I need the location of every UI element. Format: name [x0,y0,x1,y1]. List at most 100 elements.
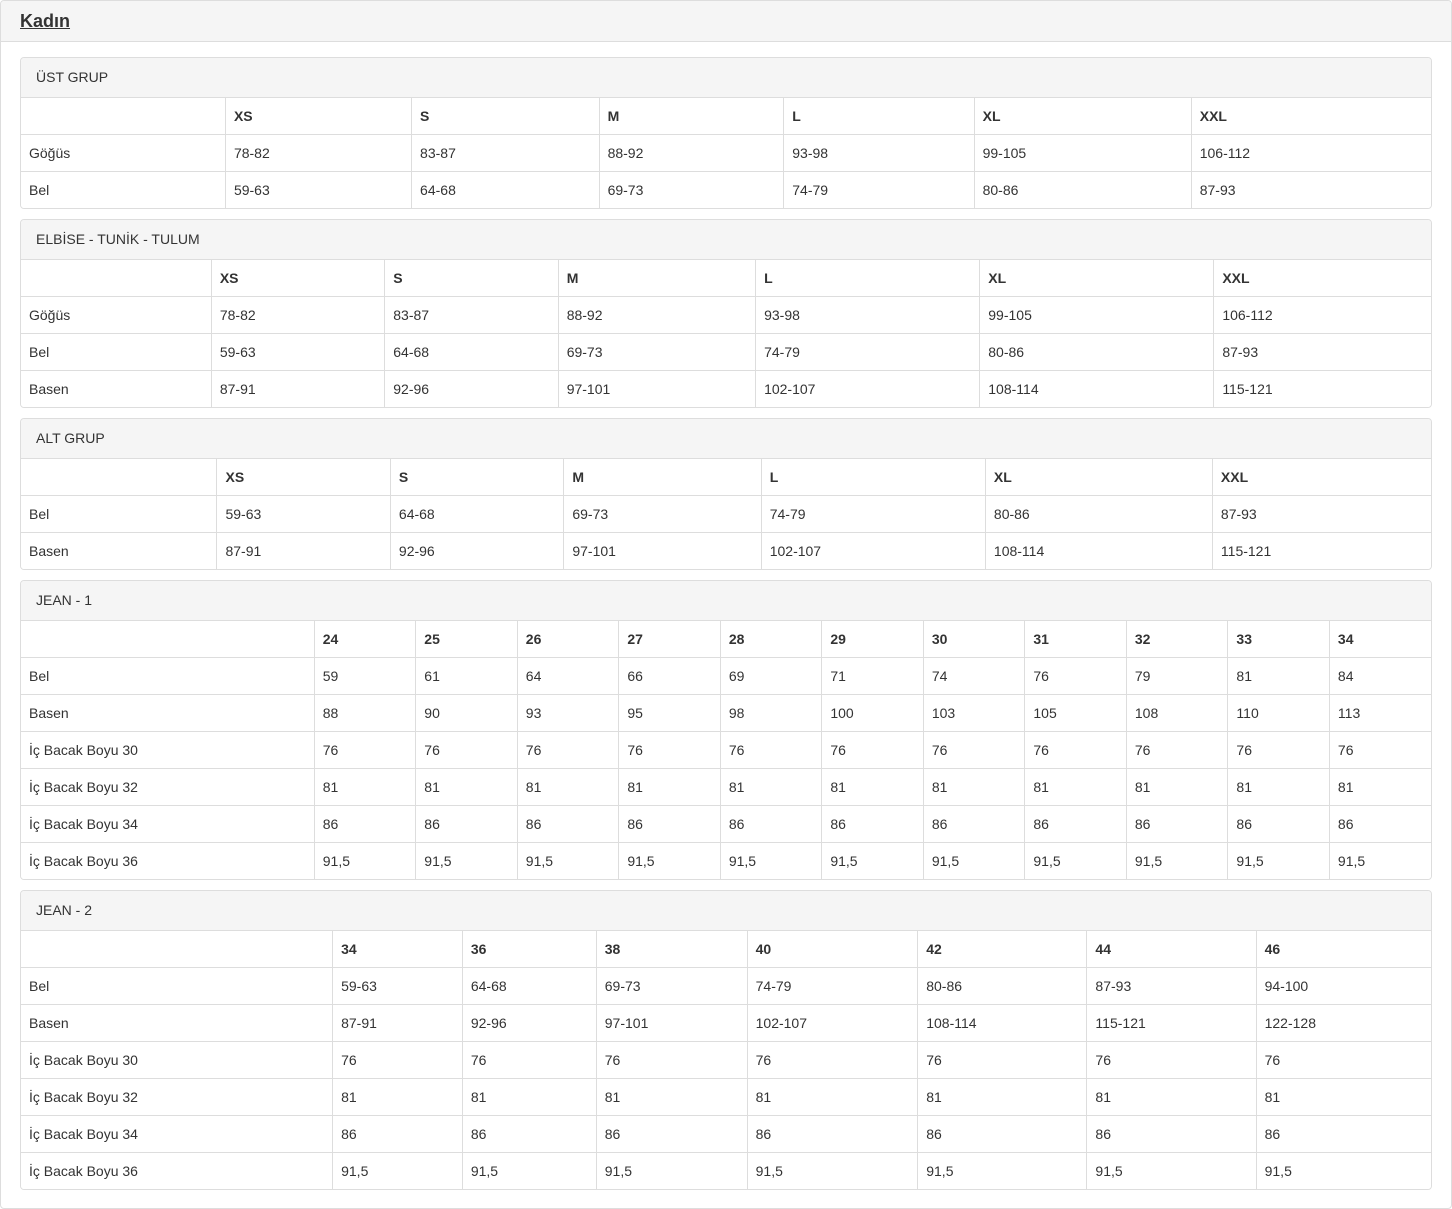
measurement-value: 81 [1024,768,1127,806]
measurement-value: 64 [516,657,620,695]
measurement-value: 78-82 [224,134,413,172]
measurement-value: 81 [1125,768,1229,806]
gender-tab-bar: Kadın [1,1,1451,42]
measurement-value: 76 [1227,731,1330,769]
size-column-header: 30 [922,620,1026,658]
measurement-value: 115-121 [1086,1004,1257,1042]
size-column-header: 26 [516,620,620,658]
measurement-value: 103 [922,694,1026,732]
measurement-label: Basen [21,370,212,407]
measurement-value: 81 [313,768,417,806]
measurement-value: 95 [618,694,721,732]
size-column-header: 31 [1024,620,1127,658]
corner-cell [21,97,226,135]
measurement-value: 86 [917,1115,1088,1153]
size-tables-container: ÜST GRUP XS S M L XL XXL Göğüs 78-82 83-87 88-92 9… [1,42,1451,1208]
measurement-value: 97-101 [595,1004,748,1042]
measurement-value: 91,5 [1086,1152,1257,1189]
measurement-value: 74-79 [755,333,981,371]
measurement-value: 81 [332,1078,463,1116]
table-row: Basen 87-91 92-96 97-101 102-107 108-114 115-1… [21,532,1431,569]
measurement-value: 81 [461,1078,597,1116]
measurement-value: 59-63 [332,967,463,1005]
measurement-label: İç Bacak Boyu 30 [21,731,315,769]
size-column-header: 24 [313,620,417,658]
measurement-value: 110 [1227,694,1330,732]
measurement-value: 91,5 [1024,842,1127,879]
measurement-value: 122-128 [1255,1004,1431,1042]
table-row: İç Bacak Boyu 30 76 76 76 76 76 76 76 76 76 76 76 [21,731,1431,769]
measurement-value: 87-93 [1213,333,1431,371]
measurement-value: 97-101 [563,532,762,569]
measurement-value: 64-68 [389,495,565,533]
measurement-value: 86 [1024,805,1127,843]
measurement-label: Bel [21,657,315,695]
measurement-value: 86 [1255,1115,1431,1153]
measurement-value: 91,5 [746,1152,919,1189]
measurement-value: 91,5 [1255,1152,1431,1189]
corner-cell [21,620,315,658]
measurement-value: 86 [821,805,924,843]
measurement-value: 87-91 [216,532,391,569]
tab-kadin[interactable]: Kadın [20,11,71,31]
measurement-label: Basen [21,1004,334,1042]
measurement-value: 81 [516,768,620,806]
measurement-value: 87-91 [210,370,386,407]
measurement-value: 115-121 [1211,532,1431,569]
measurement-value: 91,5 [1125,842,1229,879]
measurement-value: 86 [313,805,417,843]
measurement-label: İç Bacak Boyu 34 [21,1115,334,1153]
measurement-value: 93-98 [755,296,981,334]
measurement-value: 81 [1255,1078,1431,1116]
measurement-value: 61 [415,657,518,695]
measurement-value: 59-63 [224,171,413,208]
measurement-value: 59 [313,657,417,695]
table-row: İç Bacak Boyu 34 86 86 86 86 86 86 86 86 86 86 86 [21,805,1431,843]
measurement-value: 81 [618,768,721,806]
measurement-value: 98 [719,694,823,732]
measurement-value: 69 [719,657,823,695]
size-column-header: XL [984,458,1213,496]
measurement-label: Bel [21,333,212,371]
measurement-value: 83-87 [411,134,600,172]
measurement-value: 113 [1328,694,1431,732]
panel-title-alt-grup: ALT GRUP [21,419,1431,459]
measurement-value: 76 [1024,731,1127,769]
panel-elbise-tunik-tulum: ELBİSE - TUNİK - TULUM XS S M L XL XXL Göğüs 78… [20,219,1432,408]
measurement-value: 81 [922,768,1026,806]
measurement-value: 76 [917,1041,1088,1079]
measurement-value: 59-63 [210,333,386,371]
measurement-value: 76 [516,731,620,769]
table-row: Bel 59-63 64-68 69-73 74-79 80-86 87-93 [21,171,1431,208]
measurement-value: 86 [746,1115,919,1153]
measurement-value: 76 [1024,657,1127,695]
measurement-value: 69-73 [598,171,785,208]
measurement-value: 91,5 [618,842,721,879]
measurement-value: 92-96 [389,532,565,569]
size-table-header-row: XS S M L XL XXL [21,458,1431,496]
measurement-value: 93-98 [783,134,975,172]
table-row: Bel 59-63 64-68 69-73 74-79 80-86 87-93 [21,495,1431,533]
measurement-label: Basen [21,694,315,732]
table-row: İç Bacak Boyu 32 81 81 81 81 81 81 81 81 81 81 81 [21,768,1431,806]
size-column-header: 29 [821,620,924,658]
panel-jean-1: JEAN - 1 24 25 26 27 28 29 30 31 32 33 34 Bel 59 61 64… [20,580,1432,880]
measurement-value: 80-86 [917,967,1088,1005]
size-table-header-row: 34 36 38 40 42 44 46 [21,930,1431,968]
measurement-label: Bel [21,171,226,208]
table-row: Bel 59-63 64-68 69-73 74-79 80-86 87-93 94-100 [21,967,1431,1005]
measurement-value: 87-91 [332,1004,463,1042]
measurement-value: 76 [415,731,518,769]
size-column-header: 46 [1255,930,1431,968]
panel-title-jean-1: JEAN - 1 [21,581,1431,621]
measurement-value: 81 [595,1078,748,1116]
measurement-value: 66 [618,657,721,695]
measurement-value: 88-92 [598,134,785,172]
size-table-alt-grup: XS S M L XL XXL Bel 59-63 64-68 69-73 74-79 80-86 87… [21,458,1431,569]
panel-ust-grup: ÜST GRUP XS S M L XL XXL Göğüs 78-82 83-87 88-92 9… [20,57,1432,209]
measurement-value: 81 [1086,1078,1257,1116]
size-column-header: M [563,458,762,496]
measurement-value: 76 [719,731,823,769]
measurement-value: 93 [516,694,620,732]
